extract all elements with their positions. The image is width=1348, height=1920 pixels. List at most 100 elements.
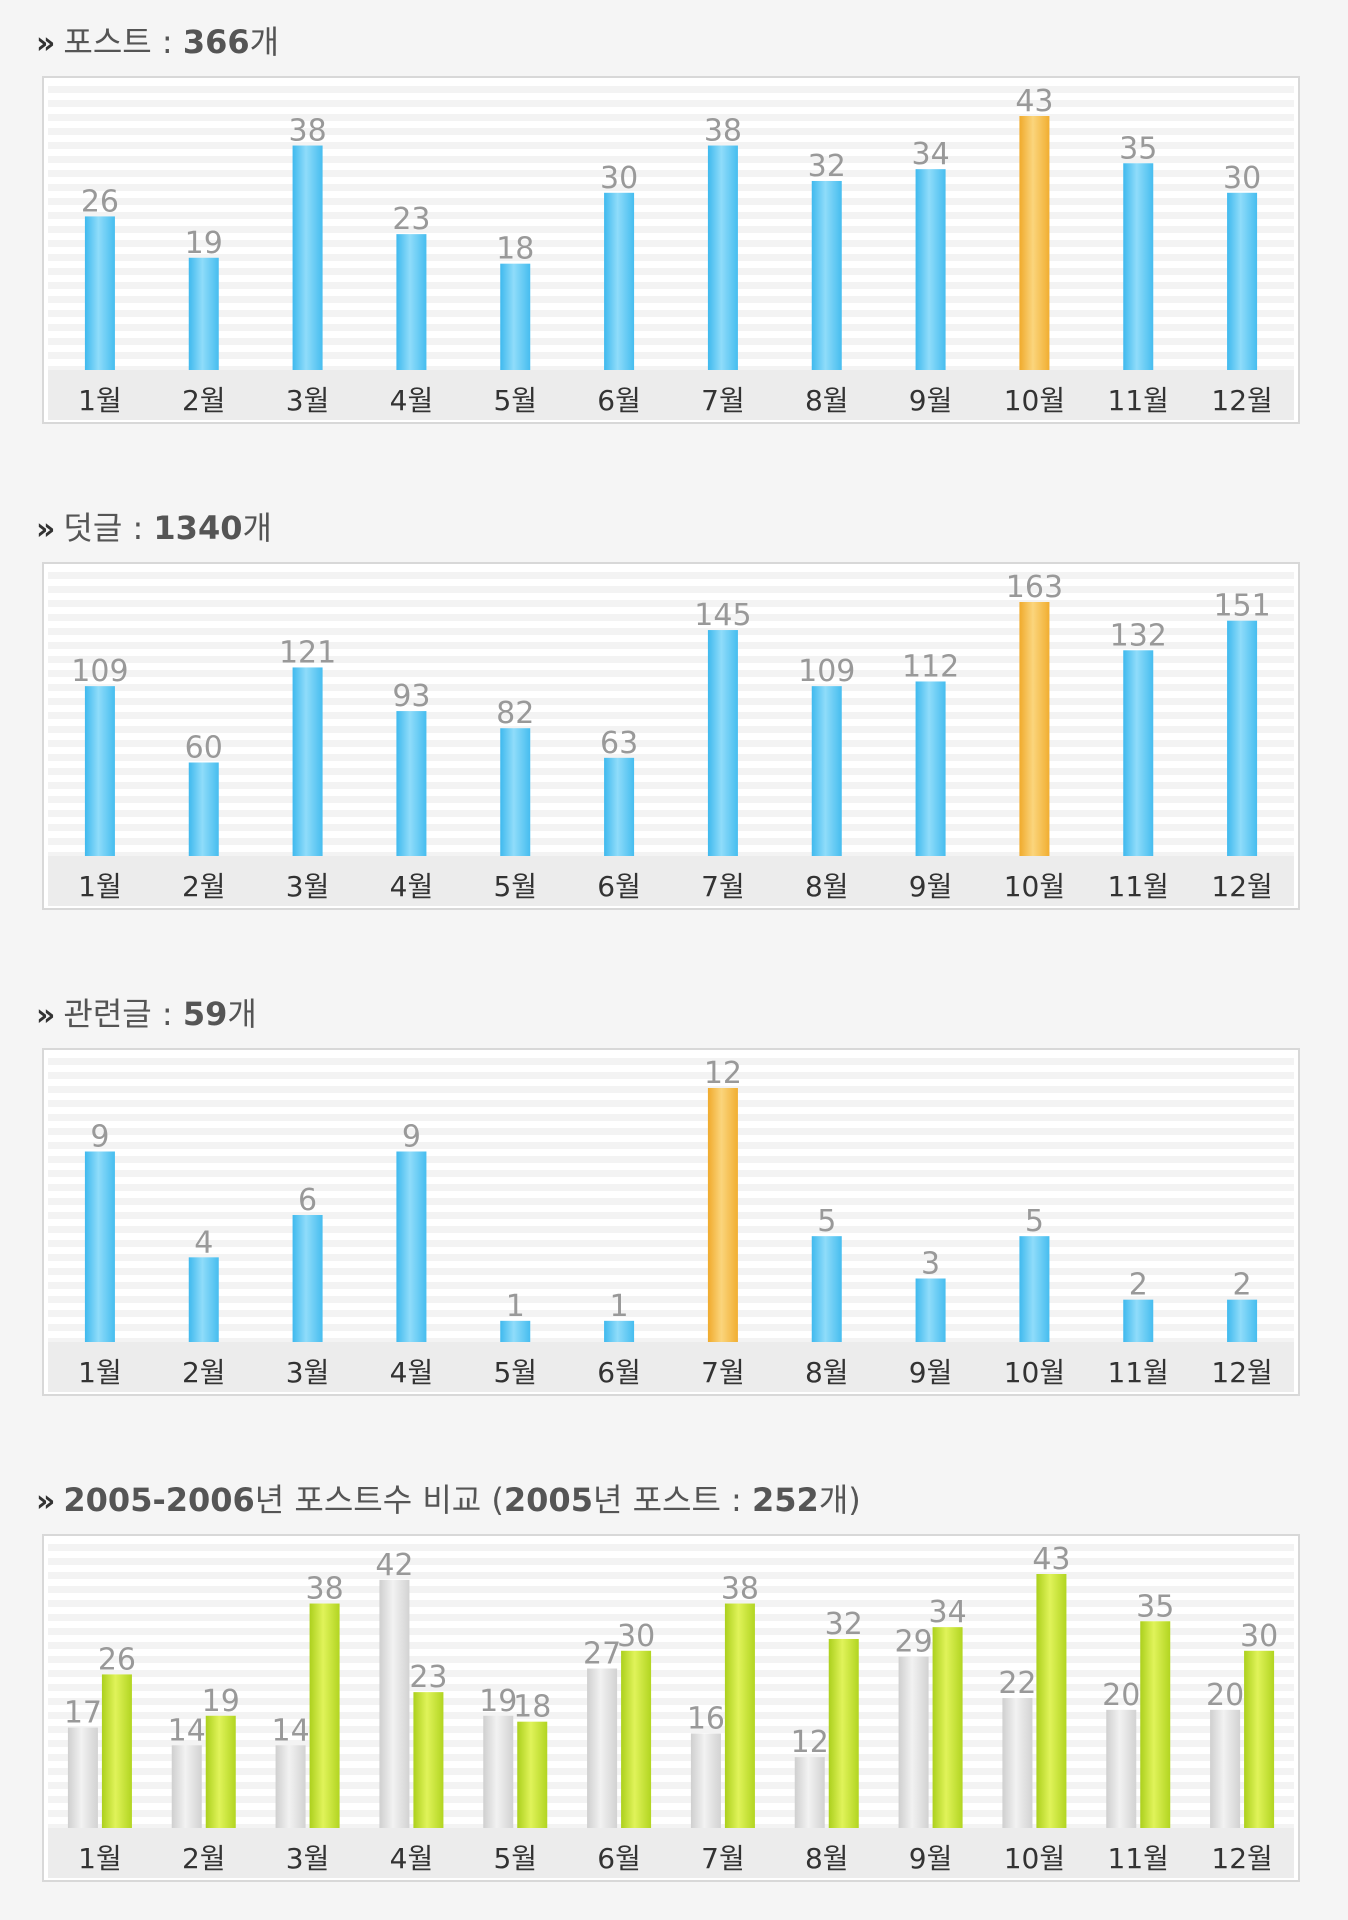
comments-chart-grid-stripe	[48, 628, 1294, 635]
related-chart-svg: 9 4 6 9 1 1 12 5 3 5 2 2 1월 2월 3월 4월 5월 6월 7월 8월 9월 10월 11월 12월	[48, 1056, 1294, 1392]
related-chart-data-label: 5	[817, 1204, 836, 1239]
posts-chart-bar	[396, 234, 427, 370]
comments-chart-data-label: 63	[600, 726, 638, 761]
comments-chart-grid-stripe	[48, 684, 1294, 691]
related-chart-grid-stripe	[48, 1170, 1294, 1177]
comparison-chart-data-label-2005: 22	[998, 1666, 1036, 1701]
comments-chart-bar	[188, 762, 219, 856]
comparison-chart-grid-stripe	[48, 1642, 1294, 1649]
comments-chart-grid-stripe	[48, 586, 1294, 593]
comments-chart-x-tick-label: 2월	[182, 870, 226, 903]
comparison-chart-data-label-2005: 12	[791, 1725, 829, 1760]
related-chart-bar	[811, 1236, 842, 1342]
related-chart-data-label: 3	[921, 1247, 940, 1282]
comparison-chart-data-label-2006: 23	[409, 1660, 447, 1695]
related-chart-data-label: 9	[402, 1120, 421, 1155]
comparison-chart-bar-2006	[1140, 1621, 1171, 1828]
related-chart-grid-stripe	[48, 1282, 1294, 1289]
comments-title-unit: 개	[242, 509, 272, 547]
comments-chart-grid-stripe	[48, 768, 1294, 775]
posts-chart-bar	[1227, 192, 1258, 370]
comparison-chart-bar-2006	[205, 1715, 236, 1828]
comparison-title: » 2005-2006년 포스트수 비교 (2005년 포스트 : 252개)	[36, 1478, 861, 1522]
comments-chart-grid-stripe	[48, 642, 1294, 649]
related-title-unit: 개	[227, 995, 257, 1033]
posts-chart-bar	[1123, 163, 1154, 370]
posts-chart-x-tick-label: 11월	[1108, 384, 1169, 417]
posts-chart-bar	[292, 145, 323, 370]
related-chart-bar	[188, 1257, 219, 1342]
comparison-chart-bar-2005	[587, 1668, 618, 1828]
comparison-chart-grid-stripe	[48, 1712, 1294, 1719]
posts-chart: 26 19 38 23 18 30 38 32 34 43 35 30 1월 2월 3월 4월 5월 6월 7월 8월…	[42, 76, 1300, 424]
related-chart-grid-stripe	[48, 1100, 1294, 1107]
posts-chart-grid-stripe	[48, 156, 1294, 163]
comparison-chart-x-tick-label: 2월	[182, 1842, 226, 1875]
comparison-chart-x-tick-label: 9월	[909, 1842, 953, 1875]
comments-chart-grid-stripe	[48, 614, 1294, 621]
posts-chart-bar	[604, 192, 635, 370]
comments-chart-grid-stripe	[48, 712, 1294, 719]
comments-chart-x-tick-label: 9월	[909, 870, 953, 903]
related-chart-x-tick-label: 12월	[1211, 1356, 1272, 1389]
comparison-chart-bar-2006	[1244, 1650, 1275, 1828]
comparison-chart-x-tick-label: 7월	[701, 1842, 745, 1875]
comments-chart-x-tick-label: 6월	[597, 870, 641, 903]
posts-chart-data-label: 43	[1015, 84, 1053, 119]
comparison-title-year: 2005	[503, 1481, 593, 1519]
double-chevron-icon: »	[36, 512, 56, 547]
related-chart-bar	[1227, 1299, 1258, 1342]
comparison-chart-x-tick-label: 8월	[805, 1842, 849, 1875]
posts-chart-data-label: 18	[496, 232, 534, 267]
posts-chart-x-tick-label: 7월	[701, 384, 745, 417]
comparison-chart-data-label-2005: 14	[168, 1713, 206, 1748]
posts-chart-grid-stripe	[48, 198, 1294, 205]
posts-chart-grid-stripe	[48, 184, 1294, 191]
related-chart-grid-stripe	[48, 1226, 1294, 1233]
comments-chart-x-tick-label: 11월	[1108, 870, 1169, 903]
comparison-chart-data-label-2005: 14	[271, 1713, 309, 1748]
posts-chart-data-label: 19	[185, 226, 223, 261]
comparison-chart-x-tick-label: 12월	[1211, 1842, 1272, 1875]
posts-title: » 포스트 : 366개	[36, 20, 279, 64]
comparison-chart-x-tick-label: 4월	[390, 1842, 434, 1875]
comparison-chart-data-label-2005: 19	[479, 1684, 517, 1719]
comparison-chart-bar-2006	[101, 1674, 132, 1828]
related-chart-data-label: 5	[1025, 1204, 1044, 1239]
posts-chart-data-label: 35	[1119, 131, 1157, 166]
related-chart-data-label: 2	[1129, 1268, 1148, 1303]
comparison-chart-data-label-2006: 43	[1032, 1542, 1070, 1577]
comments-chart-bar	[604, 757, 635, 856]
comments-chart-grid-stripe	[48, 698, 1294, 705]
comments-chart-data-label: 109	[71, 654, 128, 689]
related-chart-x-tick-label: 1월	[78, 1356, 122, 1389]
comments-chart-grid-stripe	[48, 810, 1294, 817]
posts-chart-grid-stripe	[48, 338, 1294, 345]
comparison-chart-data-label-2006: 38	[305, 1572, 343, 1607]
posts-chart-svg: 26 19 38 23 18 30 38 32 34 43 35 30 1월 2월 3월 4월 5월 6월 7월 8월…	[48, 84, 1294, 420]
comparison-chart-bar-2005	[67, 1727, 98, 1828]
comments-chart-bar	[292, 667, 323, 856]
comparison-chart-data-label-2006: 32	[825, 1607, 863, 1642]
comparison-chart-data-label-2006: 30	[1240, 1619, 1278, 1654]
related-chart-grid-stripe	[48, 1058, 1294, 1065]
comparison-chart-grid-stripe	[48, 1572, 1294, 1579]
related-chart-grid-stripe	[48, 1198, 1294, 1205]
related-chart-bar	[1123, 1299, 1154, 1342]
posts-chart-x-tick-label: 3월	[286, 384, 330, 417]
related-chart-bar	[84, 1151, 115, 1342]
related-chart-grid-stripe	[48, 1156, 1294, 1163]
related-chart-data-label: 9	[90, 1120, 109, 1155]
posts-chart-bar	[915, 169, 946, 370]
related-chart-axis-band	[48, 1342, 1294, 1392]
comparison-chart-grid-stripe	[48, 1768, 1294, 1775]
comments-chart-grid-stripe	[48, 852, 1294, 859]
comments-chart-x-tick-label: 5월	[493, 870, 537, 903]
comparison-chart-grid-stripe	[48, 1796, 1294, 1803]
related-chart-data-label: 2	[1233, 1268, 1252, 1303]
comparison-chart-bar-2006	[413, 1692, 444, 1828]
comments-chart-x-tick-label: 10월	[1004, 870, 1065, 903]
related-chart-data-label: 1	[506, 1289, 525, 1324]
comparison-chart-bar-2005	[275, 1745, 306, 1828]
comments-chart-grid-stripe	[48, 600, 1294, 607]
